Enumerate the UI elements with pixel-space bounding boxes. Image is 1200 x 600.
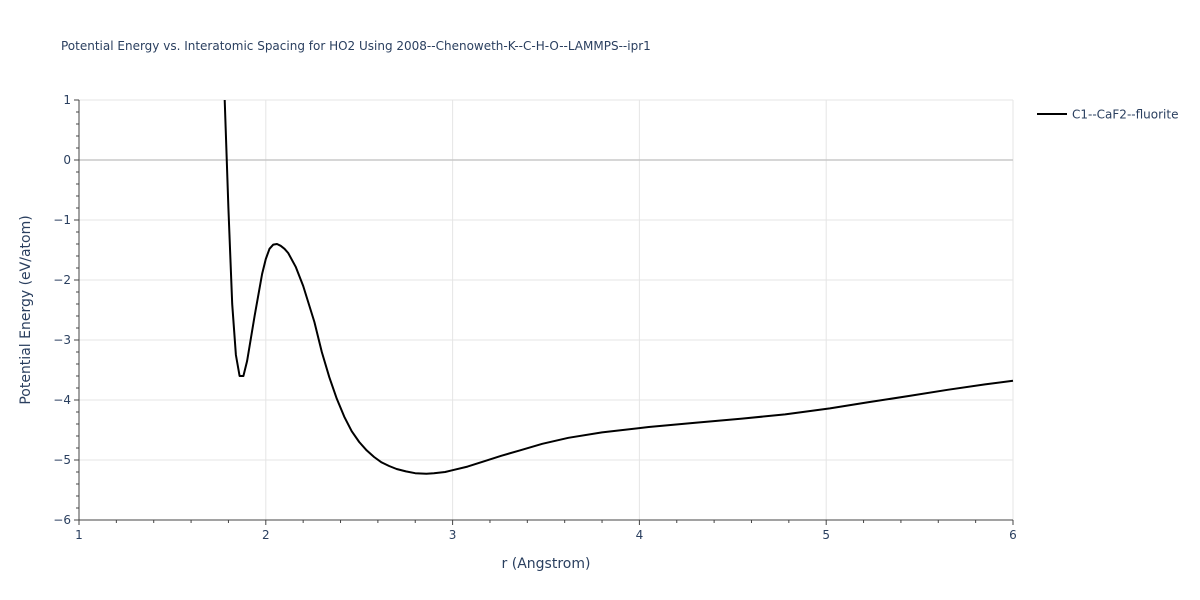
legend-label[interactable]: C1--CaF2--fluorite	[1072, 108, 1178, 122]
x-tick-label: 4	[636, 528, 644, 542]
y-tick-label: −1	[53, 213, 71, 227]
y-axis-ticks: 1 0 −1 −2 −3 −4 −5 −6	[53, 93, 79, 527]
y-tick-label: −3	[53, 333, 71, 347]
y-tick-label: −6	[53, 513, 71, 527]
series-line[interactable]	[223, 99, 1014, 475]
x-tick-label: 3	[449, 528, 457, 542]
y-tick-label: −5	[53, 453, 71, 467]
x-tick-label: 6	[1009, 528, 1017, 542]
y-tick-label: −2	[53, 273, 71, 287]
y-gridlines	[79, 99, 1013, 461]
x-gridlines	[265, 100, 1014, 520]
x-axis-ticks: 1 2 3 4 5 6	[75, 520, 1017, 542]
x-axis-title: r (Angstrom)	[502, 556, 591, 572]
y-tick-label: 0	[63, 153, 71, 167]
plot-area[interactable]	[223, 99, 1014, 475]
x-tick-label: 1	[75, 528, 83, 542]
chart-title: Potential Energy vs. Interatomic Spacing…	[61, 39, 651, 53]
y-tick-label: 1	[63, 93, 71, 107]
axes	[78, 100, 1013, 521]
y-tick-label: −4	[53, 393, 71, 407]
legend[interactable]: C1--CaF2--fluorite	[1037, 108, 1178, 122]
x-tick-label: 2	[262, 528, 270, 542]
x-tick-label: 5	[822, 528, 830, 542]
y-axis-title: Potential Energy (eV/atom)	[18, 215, 34, 404]
